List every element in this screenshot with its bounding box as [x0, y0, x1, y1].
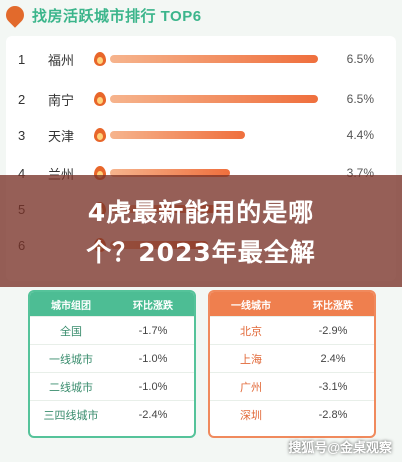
table-cell: 深圳 — [240, 409, 262, 422]
table-row: 北京 -2.9% — [210, 316, 374, 344]
rank-city: 福州 — [48, 52, 75, 68]
rank-value: 4.4% — [346, 128, 374, 142]
table-row: 一线城市 -1.0% — [30, 344, 194, 372]
watermark: 搜狐号@金桌观察 — [288, 440, 392, 455]
rank-bar — [110, 95, 318, 103]
table-cell: 2.4% — [320, 352, 346, 365]
rank-bar — [110, 169, 230, 177]
table-cell: 全国 — [60, 325, 82, 338]
city-group-table: 城市组团 环比涨跌 全国 -1.7% 一线城市 -1.0% 二线城市 -1.0%… — [28, 290, 196, 438]
fire-icon — [94, 52, 106, 66]
table-row: 二线城市 -1.0% — [30, 372, 194, 400]
ranking-row: 1 福州 6.5% — [6, 46, 396, 72]
table-row: 广州 -3.1% — [210, 372, 374, 400]
title-bar: 找房活跃城市排行 TOP6 — [2, 0, 266, 30]
ranking-row: 3 天津 4.4% — [6, 122, 396, 148]
table-cell: -1.0% — [138, 352, 168, 365]
table-row: 上海 2.4% — [210, 344, 374, 372]
table-cell: 北京 — [240, 325, 262, 338]
column-header: 环比涨跌 — [133, 300, 173, 312]
table-cell: 二线城市 — [49, 381, 93, 394]
table-cell: -1.7% — [138, 324, 168, 337]
rank-number: 1 — [18, 51, 26, 67]
column-header: 一线城市 — [231, 300, 271, 312]
column-header: 城市组团 — [51, 300, 91, 312]
rank-number: 2 — [18, 91, 26, 107]
banner-line-2: 个？2023年最全解 — [86, 238, 316, 267]
page-title: 找房活跃城市排行 TOP6 — [32, 7, 202, 25]
rank-city: 天津 — [48, 128, 75, 144]
table-header: 一线城市 环比涨跌 — [210, 292, 374, 316]
table-cell: -2.8% — [318, 408, 348, 421]
table-cell: -3.1% — [318, 380, 348, 393]
rank-number: 3 — [18, 127, 26, 143]
table-cell: 广州 — [240, 381, 262, 394]
column-header: 环比涨跌 — [313, 300, 353, 312]
table-row: 全国 -1.7% — [30, 316, 194, 344]
location-pin-icon — [2, 2, 28, 28]
rank-city: 南宁 — [48, 92, 75, 108]
table-cell: 上海 — [240, 353, 262, 366]
table-cell: 三四线城市 — [43, 409, 99, 422]
table-cell: -1.0% — [138, 380, 168, 393]
table-row: 三四线城市 -2.4% — [30, 400, 194, 428]
banner-line-1: 4虎最新能用的是哪 — [87, 198, 315, 227]
table-header: 城市组团 环比涨跌 — [30, 292, 194, 316]
table-cell: 一线城市 — [49, 353, 93, 366]
fire-icon — [94, 92, 106, 106]
rank-number: 4 — [18, 165, 26, 181]
table-cell: -2.4% — [138, 408, 168, 421]
rank-value: 6.5% — [346, 92, 374, 106]
ranking-row: 2 南宁 6.5% — [6, 86, 396, 112]
tier1-city-table: 一线城市 环比涨跌 北京 -2.9% 上海 2.4% 广州 -3.1% 深圳 -… — [208, 290, 376, 438]
table-cell: -2.9% — [318, 324, 348, 337]
headline-banner: 4虎最新能用的是哪 个？2023年最全解 — [0, 175, 402, 287]
table-row: 深圳 -2.8% — [210, 400, 374, 428]
rank-bar — [110, 131, 245, 139]
fire-icon — [94, 128, 106, 142]
rank-value: 6.5% — [346, 52, 374, 66]
rank-bar — [110, 55, 318, 63]
